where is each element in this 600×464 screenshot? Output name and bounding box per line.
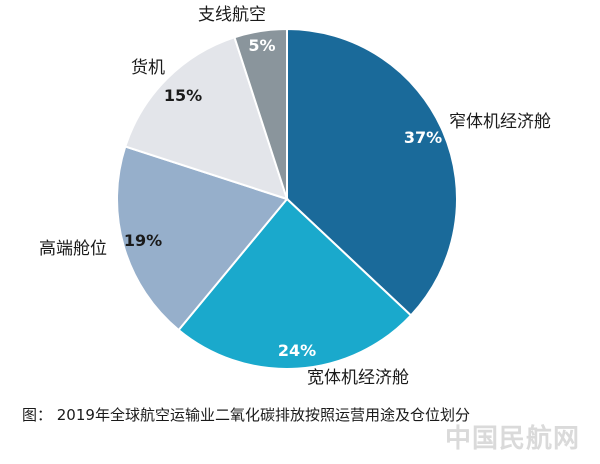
pie-slice-1	[286, 27, 458, 317]
slice-category-label-5: 支线航空	[198, 5, 266, 25]
slice-value-label-1: 37%	[404, 128, 442, 147]
pie-slice-5	[233, 27, 288, 200]
slice-category-label-2: 宽体机经济舱	[307, 368, 409, 388]
pie-slice-2	[177, 197, 413, 370]
slice-value-label-5: 5%	[248, 36, 275, 55]
slice-value-label-4: 15%	[164, 86, 202, 105]
slice-value-label-3: 19%	[124, 231, 162, 250]
slice-category-label-1: 窄体机经济舱	[449, 112, 551, 132]
slice-category-label-4: 货机	[131, 58, 165, 78]
slice-category-label-3: 高端舱位	[39, 239, 107, 259]
figure-caption: 图： 2019年全球航空运输业二氧化碳排放按照运营用途及仓位划分	[22, 406, 470, 424]
watermark-logo: 中国民航网	[444, 424, 580, 454]
slice-value-label-2: 24%	[278, 341, 316, 360]
pie-slice-3	[116, 145, 289, 332]
